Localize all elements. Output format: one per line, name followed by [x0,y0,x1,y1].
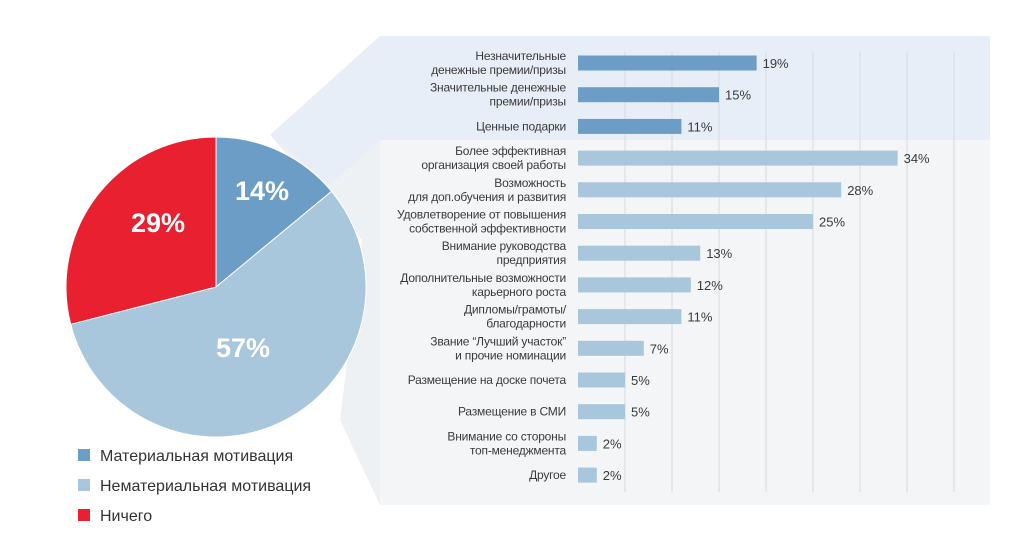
bar-category-label: Размещение на доске почета [408,373,567,387]
bar [578,214,813,229]
legend-swatch [78,509,90,521]
bar [578,404,625,420]
bar-category-label: топ-менеджмента [470,443,567,457]
bar [578,372,625,388]
bar-value-label: 34% [904,151,930,166]
pie: 14% 57% 29% [65,136,367,438]
bar-value-label: 12% [697,278,723,293]
bar [578,277,691,293]
bar-category-label: предприятия [497,253,566,267]
pie-slice [215,136,333,289]
bar-category-label: благодарности [486,317,566,331]
pie-slice [70,190,367,438]
legend-label: Материальная мотивация [100,448,293,465]
bar [578,309,682,325]
pie-slice-label: 57% [216,333,270,363]
bar [578,55,757,71]
legend-swatch [78,449,90,461]
bar-category-label: организация своей работы [421,158,566,172]
bar [578,245,701,261]
bar-category-label: Удовлетворение от повышения [397,208,566,222]
bar [578,467,597,483]
bar-value-label: 5% [631,373,650,388]
bar-category-label: Размещение в СМИ [458,405,566,419]
pie-slice [65,136,217,325]
bar [578,182,842,198]
bar-value-label: 11% [687,310,712,325]
bar-value-label: 5% [631,405,650,420]
bar-category-label: собственной эффективности [409,222,566,236]
pie-slice-label: 14% [235,176,289,206]
bar-value-label: 2% [603,436,622,451]
connector-shape-material [270,36,380,185]
bar-category-label: премии/призы [490,95,566,109]
bar-category-label: карьерного роста [472,285,567,299]
bar-value-label: 15% [725,88,751,103]
bar-category-label: Значительные денежные [430,81,567,95]
bar-category-label: Дополнительные возможности [400,271,566,285]
bar-category-label: Звание “Лучший участок” [430,334,566,348]
bar-category-label: Более эффективная [455,144,566,158]
bar-value-label: 25% [819,215,845,230]
bar-category-label: Другое [529,468,566,482]
bar-value-label: 28% [847,183,873,198]
bar-category-label: денежные премии/призы [431,63,566,77]
bar [578,118,682,134]
nonmaterial-panel [380,140,990,505]
bar-value-label: 2% [603,468,622,483]
bar-value-label: 19% [763,56,789,71]
legend-swatch [78,479,90,491]
legend-label: Ничего [100,508,152,525]
bar-category-label: Незначительные [475,49,566,63]
legend-label: Нематериальная мотивация [100,478,311,495]
bar-value-label: 7% [650,341,669,356]
bar [578,87,719,103]
bar-category-label: Ценные подарки [476,119,566,133]
bar [578,340,644,356]
legend: Материальная мотивация Нематериальная мот… [78,448,311,525]
bar [578,150,898,166]
bar [578,435,597,451]
bar-category-label: и прочие номинации [455,348,566,362]
bar-category-label: Внимание со стороны [447,429,566,443]
bar-category-label: для доп.обучения и развития [408,190,566,204]
bar-category-label: Возможность [494,176,566,190]
bar-value-label: 11% [687,119,712,134]
bar-category-label: Дипломы/грамоты/ [464,303,567,317]
pie-slice-label: 29% [131,208,185,238]
bar-category-label: Внимание руководства [442,239,567,253]
bar-value-label: 13% [706,246,732,261]
